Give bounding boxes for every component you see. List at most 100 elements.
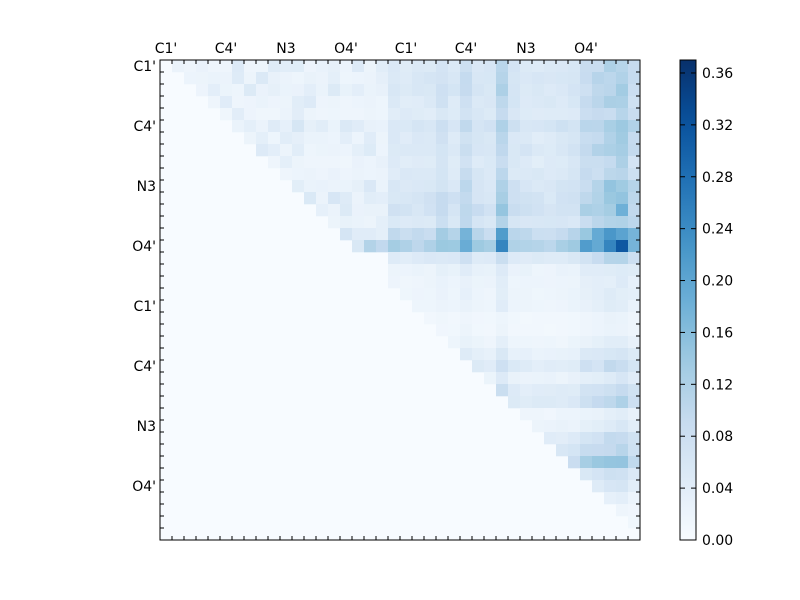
heatmap-cell	[496, 348, 509, 361]
heatmap-cell	[544, 228, 557, 241]
heatmap-cell	[448, 120, 461, 133]
heatmap-cell	[604, 396, 617, 409]
heatmap-cell	[364, 120, 377, 133]
heatmap-cell	[316, 156, 329, 169]
heatmap-cell	[544, 156, 557, 169]
heatmap-cell	[616, 288, 629, 301]
heatmap-cell	[532, 324, 545, 337]
heatmap-cell	[628, 72, 641, 85]
heatmap-cell	[532, 408, 545, 421]
heatmap-cell	[388, 132, 401, 145]
heatmap-cell	[604, 372, 617, 385]
heatmap-cell	[388, 276, 401, 289]
heatmap-cell	[592, 228, 605, 241]
heatmap-cell	[592, 192, 605, 205]
heatmap-cell	[268, 84, 281, 97]
heatmap-cell	[484, 84, 497, 97]
heatmap-cell	[400, 108, 413, 121]
heatmap-cell	[460, 312, 473, 325]
heatmap-cell	[628, 312, 641, 325]
heatmap-cell	[616, 252, 629, 265]
heatmap-cell	[580, 360, 593, 373]
heatmap-cell	[376, 132, 389, 145]
heatmap-cell	[568, 132, 581, 145]
heatmap-cell	[304, 192, 317, 205]
heatmap-cell	[292, 132, 305, 145]
heatmap-cell	[532, 372, 545, 385]
heatmap-cell	[568, 372, 581, 385]
heatmap-cell	[604, 156, 617, 169]
heatmap-cell	[556, 204, 569, 217]
heatmap-cell	[520, 264, 533, 277]
heatmap-cell	[280, 72, 293, 85]
heatmap-cell	[496, 216, 509, 229]
heatmap-cell	[376, 204, 389, 217]
heatmap-cell	[532, 276, 545, 289]
heatmap-cell	[520, 216, 533, 229]
heatmap-cell	[364, 84, 377, 97]
heatmap-cell	[472, 168, 485, 181]
heatmap-cell	[436, 312, 449, 325]
heatmap-cell	[376, 96, 389, 109]
heatmap-cell	[544, 204, 557, 217]
heatmap-cell	[580, 408, 593, 421]
heatmap-cell	[628, 240, 641, 253]
heatmap-cell	[460, 132, 473, 145]
heatmap-cell	[412, 60, 425, 73]
heatmap-cell	[568, 156, 581, 169]
heatmap-cell	[424, 240, 437, 253]
heatmap-cell	[544, 192, 557, 205]
heatmap-cell	[364, 204, 377, 217]
heatmap-cell	[508, 252, 521, 265]
heatmap-cell	[544, 252, 557, 265]
heatmap-cell	[556, 276, 569, 289]
heatmap-cell	[496, 324, 509, 337]
heatmap-cell	[484, 72, 497, 85]
heatmap-cell	[592, 456, 605, 469]
heatmap-cell	[340, 168, 353, 181]
heatmap-cell	[544, 108, 557, 121]
heatmap-cell	[460, 348, 473, 361]
heatmap-cell	[628, 420, 641, 433]
heatmap-cell	[472, 216, 485, 229]
heatmap-cell	[628, 492, 641, 505]
heatmap-cell	[556, 180, 569, 193]
heatmap-cell	[364, 108, 377, 121]
heatmap-cell	[292, 72, 305, 85]
heatmap-cell	[484, 144, 497, 157]
x-tick-label: C1'	[155, 41, 178, 57]
heatmap-cell	[532, 312, 545, 325]
heatmap-cell	[520, 276, 533, 289]
heatmap-cell	[616, 324, 629, 337]
heatmap-cell	[472, 336, 485, 349]
heatmap-cell	[340, 120, 353, 133]
heatmap-cell	[592, 96, 605, 109]
colorbar-label: 0.16	[702, 325, 733, 341]
heatmap-cell	[556, 336, 569, 349]
heatmap-cell	[604, 108, 617, 121]
heatmap-cell	[604, 240, 617, 253]
heatmap-cell	[268, 72, 281, 85]
heatmap-cell	[280, 168, 293, 181]
x-axis-labels: C1' C4' N3 O4' C1' C4' N3 O4'	[155, 41, 598, 57]
heatmap-cell	[532, 72, 545, 85]
heatmap-cell	[448, 300, 461, 313]
heatmap-cell	[460, 60, 473, 73]
heatmap-cell	[376, 60, 389, 73]
heatmap-cell	[292, 96, 305, 109]
heatmap-cell	[328, 72, 341, 85]
heatmap-cell	[496, 300, 509, 313]
heatmap-cell	[292, 60, 305, 73]
heatmap-cell	[412, 132, 425, 145]
heatmap-cell	[604, 120, 617, 133]
heatmap-cell	[388, 204, 401, 217]
heatmap-cell	[520, 60, 533, 73]
heatmap-cell	[604, 180, 617, 193]
heatmap-cell	[280, 132, 293, 145]
heatmap-cell	[448, 72, 461, 85]
heatmap-cell	[556, 96, 569, 109]
heatmap-cell	[496, 312, 509, 325]
heatmap-cell	[616, 60, 629, 73]
y-tick-label: C1'	[133, 59, 156, 75]
heatmap-cell	[592, 264, 605, 277]
